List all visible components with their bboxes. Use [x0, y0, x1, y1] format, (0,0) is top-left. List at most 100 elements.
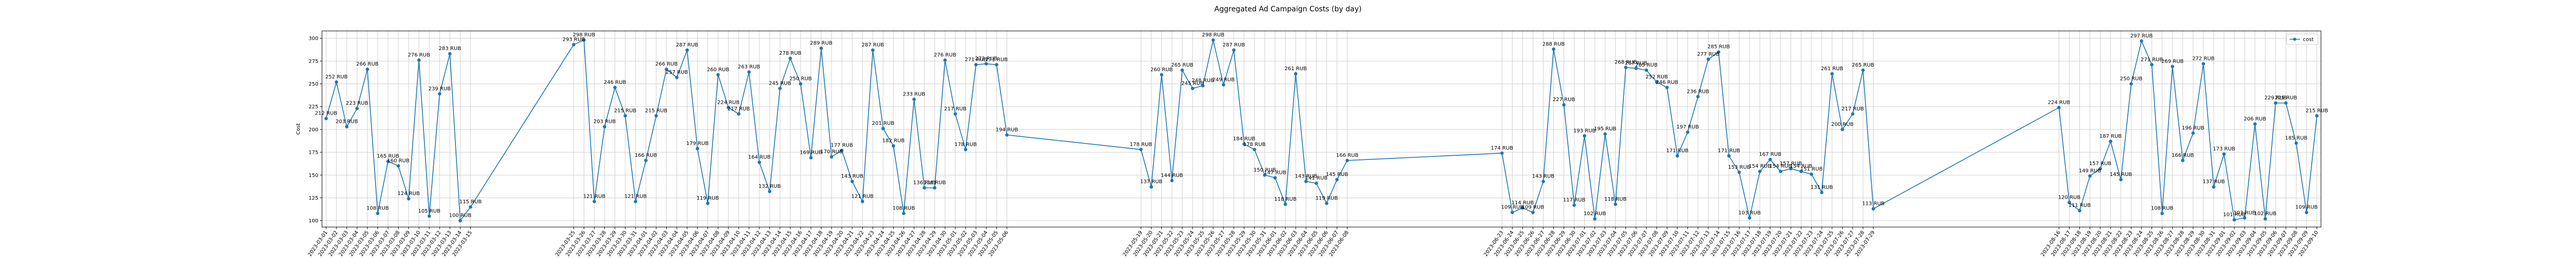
data-label: 154 RUB [1749, 164, 1771, 169]
data-label: 147 RUB [1264, 170, 1286, 176]
data-point [1583, 134, 1586, 138]
data-point [1809, 172, 1814, 176]
data-point [768, 189, 772, 194]
y-tick-label: 150 [309, 173, 318, 179]
data-point [2150, 63, 2154, 67]
data-point [1562, 103, 1566, 107]
data-point [757, 160, 761, 164]
y-tick-label: 200 [309, 127, 318, 133]
y-axis-label: Cost [296, 123, 301, 135]
data-label: 195 RUB [1594, 126, 1617, 132]
data-point [891, 144, 895, 148]
legend: cost [2286, 34, 2318, 45]
data-label: 137 RUB [1140, 179, 1163, 185]
data-label: 261 RUB [1284, 66, 1307, 72]
data-point [737, 112, 741, 116]
y-tick-label: 175 [309, 150, 318, 156]
data-point [1737, 170, 1741, 174]
data-label: 252 RUB [1646, 74, 1668, 80]
data-label: 105 RUB [418, 208, 441, 214]
data-label: 145 RUB [2110, 172, 2132, 178]
data-label: 250 RUB [2120, 76, 2143, 82]
data-label: 121 RUB [624, 194, 647, 200]
data-label: 272 RUB [2192, 56, 2215, 62]
data-label: 136 RUB [924, 180, 946, 186]
data-point [613, 86, 617, 89]
data-label: 179 RUB [686, 141, 709, 147]
legend-marker [2293, 38, 2296, 41]
data-label: 197 RUB [1676, 124, 1699, 130]
data-label: 283 RUB [439, 46, 462, 52]
data-label: 165 RUB [377, 154, 399, 159]
chart-title: Aggregated Ad Campaign Costs (by day) [1214, 5, 1362, 13]
data-label: 145 RUB [1326, 172, 1348, 178]
data-point [995, 63, 998, 67]
data-point [675, 75, 679, 79]
data-point [881, 126, 885, 131]
data-point [747, 70, 751, 74]
data-point [2243, 216, 2247, 220]
data-label: 119 RUB [1315, 196, 1338, 201]
y-tick-label: 275 [309, 59, 318, 64]
data-point [799, 82, 803, 86]
data-label: 266 RUB [356, 61, 379, 67]
data-label: 265 RUB [1171, 62, 1194, 68]
data-label: 287 RUB [1223, 42, 1245, 48]
data-point [1005, 133, 1009, 137]
data-label: 287 RUB [861, 42, 884, 48]
data-point [1263, 173, 1267, 177]
data-point [1521, 206, 1524, 210]
legend-label: cost [2303, 37, 2314, 43]
data-point [1789, 167, 1793, 171]
data-point [1314, 181, 1318, 185]
data-label: 169 RUB [800, 150, 822, 156]
data-labels: 212 RUB 252 RUB 203 RUB 223 RUB 266 RUB 108 R… [315, 33, 2328, 219]
data-label: 297 RUB [2130, 33, 2153, 39]
data-point [1593, 217, 1597, 221]
data-point [2129, 82, 2133, 86]
data-label: 109 RUB [1522, 205, 1545, 211]
data-point [953, 112, 957, 116]
data-label: 277 RUB [1697, 52, 1720, 57]
data-point [324, 117, 328, 120]
data-point [437, 92, 442, 96]
data-point [974, 63, 978, 67]
data-label: 124 RUB [397, 191, 420, 197]
data-label: 166 RUB [2172, 153, 2194, 158]
data-point [2160, 212, 2164, 215]
data-point [1304, 180, 1308, 183]
data-label: 287 RUB [676, 42, 699, 48]
data-point [386, 159, 390, 164]
data-point [365, 67, 369, 71]
data-label: 187 RUB [2099, 134, 2122, 139]
data-point [1840, 127, 1844, 132]
data-label: 109 RUB [2295, 205, 2318, 211]
data-label: 227 RUB [1553, 97, 1575, 103]
data-point [376, 212, 380, 215]
data-point [1283, 202, 1287, 206]
data-point [912, 98, 916, 101]
data-point [1634, 67, 1638, 70]
data-label: 246 RUB [604, 80, 626, 86]
data-point [1861, 68, 1865, 72]
data-label: 260 RUB [1150, 67, 1173, 73]
data-point [468, 205, 472, 209]
data-point [2098, 167, 2102, 171]
data-point [448, 52, 452, 56]
data-label: 117 RUB [1563, 198, 1586, 203]
data-point [850, 180, 854, 183]
data-point [417, 58, 421, 62]
data-label: 108 RUB [892, 205, 915, 211]
data-label: 114 RUB [1512, 200, 1534, 206]
y-tick-label: 100 [309, 218, 318, 224]
data-label: 111 RUB [2069, 203, 2091, 208]
data-point [1222, 83, 1226, 87]
data-label: 203 RUB [335, 119, 358, 125]
data-label: 249 RUB [1212, 77, 1235, 83]
data-point [1180, 68, 1184, 72]
data-point [1758, 169, 1762, 173]
data-label: 236 RUB [1687, 89, 1709, 94]
data-point [1655, 80, 1658, 84]
data-point [1686, 130, 1690, 134]
data-label: 137 RUB [2202, 179, 2225, 185]
